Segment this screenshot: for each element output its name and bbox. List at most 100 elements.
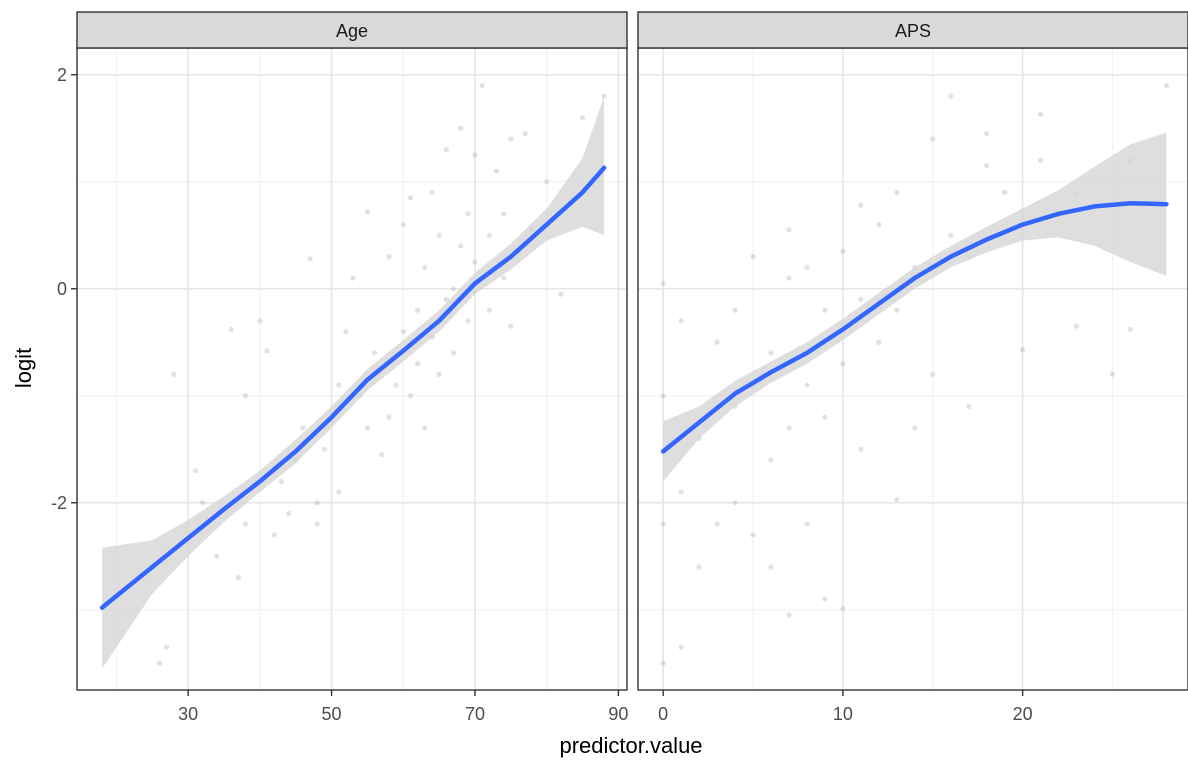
data-point	[278, 478, 284, 484]
data-point	[214, 553, 220, 559]
data-point	[579, 114, 586, 121]
data-point	[768, 564, 774, 570]
data-point	[501, 211, 507, 217]
data-point	[750, 532, 756, 538]
smooth-line	[660, 200, 1169, 454]
data-point	[415, 307, 421, 313]
data-point	[714, 521, 720, 527]
y-tick-label: 2	[57, 65, 67, 85]
data-point	[472, 259, 478, 265]
data-point	[804, 264, 810, 270]
data-point	[450, 286, 457, 292]
data-point	[443, 147, 449, 153]
data-point	[343, 328, 349, 335]
data-point	[508, 323, 514, 329]
data-point	[822, 307, 828, 313]
data-point	[858, 296, 864, 303]
data-point	[1163, 82, 1170, 89]
data-point	[786, 425, 792, 431]
data-point	[894, 189, 900, 196]
x-tick-label: 10	[833, 704, 853, 724]
data-point	[894, 307, 900, 313]
data-point	[336, 489, 342, 495]
facet-strip	[637, 11, 1188, 49]
facet-strip	[76, 11, 628, 49]
data-point	[984, 163, 990, 169]
data-point	[660, 393, 666, 399]
data-point	[386, 254, 392, 260]
data-point	[660, 521, 666, 527]
data-point	[422, 425, 428, 431]
data-point	[768, 457, 774, 463]
data-point	[235, 575, 241, 581]
data-point	[242, 521, 249, 527]
data-point	[458, 243, 464, 249]
chart-panels: Age 30 50 70 90 -2 0 2 APS 0 10 20	[51, 11, 1188, 724]
data-point	[407, 393, 414, 399]
data-point	[465, 318, 471, 324]
x-tick-label: 30	[178, 704, 198, 724]
data-point	[678, 489, 684, 495]
data-point	[314, 521, 320, 527]
data-point	[714, 339, 720, 345]
data-point	[930, 136, 936, 142]
data-point	[696, 564, 702, 570]
data-point	[786, 275, 792, 281]
data-point	[1073, 323, 1080, 329]
data-point	[350, 275, 356, 281]
data-point	[786, 227, 792, 233]
data-point	[386, 414, 392, 420]
data-point	[678, 644, 684, 650]
data-point	[660, 280, 666, 286]
data-point	[840, 361, 846, 367]
data-point	[465, 211, 471, 217]
data-point	[678, 318, 684, 324]
data-point	[732, 307, 738, 313]
data-point	[966, 403, 972, 410]
data-point	[522, 131, 528, 137]
data-point	[894, 496, 900, 503]
data-point	[479, 82, 485, 89]
data-point	[601, 93, 607, 99]
data-point	[876, 221, 882, 228]
data-point	[786, 612, 792, 618]
data-point	[171, 371, 177, 377]
data-point	[429, 189, 435, 196]
data-point	[876, 339, 882, 345]
x-tick-label: 50	[322, 704, 342, 724]
panel-aps: APS 0 10 20	[637, 11, 1188, 724]
panel-background	[77, 48, 627, 690]
data-point	[285, 510, 292, 517]
data-point	[768, 350, 774, 356]
data-point	[300, 425, 306, 431]
data-point	[804, 521, 810, 527]
data-point	[804, 382, 810, 388]
data-point	[948, 93, 954, 99]
data-point	[242, 393, 249, 399]
x-tick-label: 90	[608, 704, 628, 724]
x-tick-label: 0	[658, 704, 668, 724]
data-point	[364, 425, 371, 431]
data-point	[1038, 111, 1044, 117]
data-point	[307, 256, 313, 262]
data-point	[422, 264, 428, 270]
data-point	[493, 168, 500, 174]
data-point	[858, 446, 864, 452]
data-point	[164, 644, 170, 650]
data-point	[264, 348, 270, 354]
data-point	[1002, 189, 1008, 196]
smooth-line	[99, 165, 607, 610]
x-axis-label: predictor.value	[559, 733, 702, 758]
data-point	[393, 382, 399, 388]
data-point	[508, 136, 514, 142]
data-point	[822, 596, 828, 602]
data-point	[930, 371, 936, 377]
y-tick-label: 0	[57, 279, 67, 299]
data-point	[660, 660, 666, 666]
data-point	[407, 195, 414, 201]
x-tick-label: 20	[1013, 704, 1033, 724]
facet-strip-label: APS	[895, 21, 931, 41]
data-point	[750, 254, 756, 260]
data-point	[858, 202, 864, 208]
